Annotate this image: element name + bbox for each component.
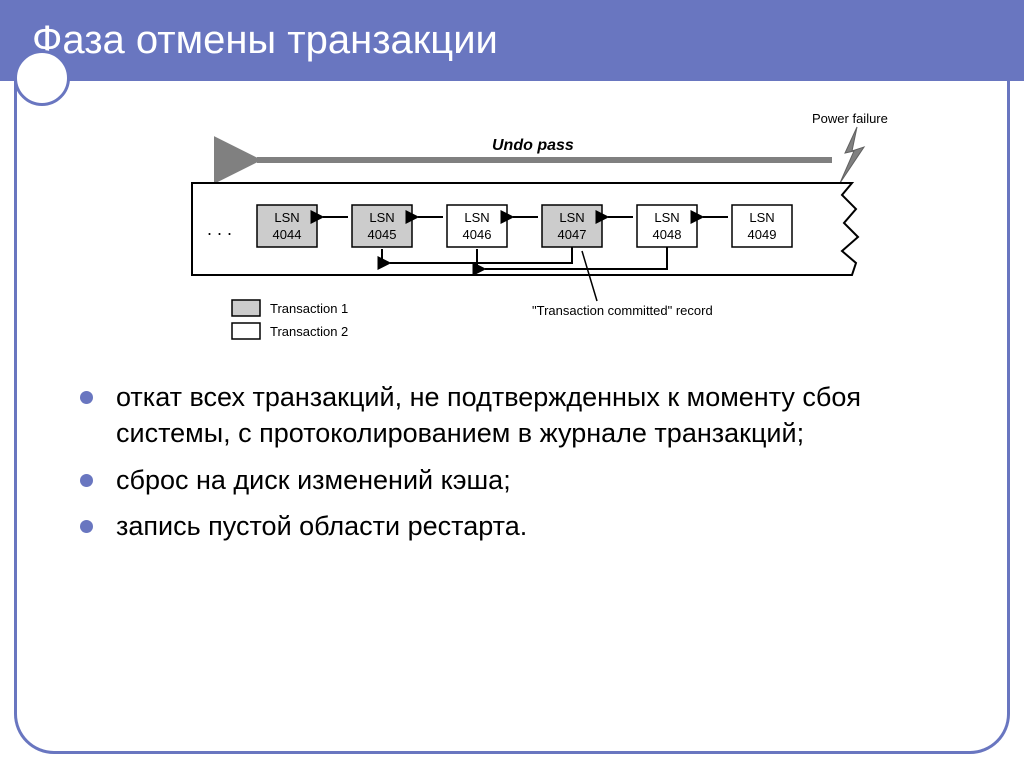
undo-pass-diagram: Power failure Undo pass . . . LSN 4044 LSN 404…	[152, 105, 892, 355]
svg-text:4048: 4048	[653, 227, 682, 242]
svg-text:. . .: . . .	[207, 219, 232, 239]
svg-text:LSN: LSN	[749, 210, 774, 225]
svg-text:LSN: LSN	[369, 210, 394, 225]
svg-text:4049: 4049	[748, 227, 777, 242]
slide-title: Фаза отмены транзакции	[32, 18, 498, 62]
svg-text:LSN: LSN	[274, 210, 299, 225]
bullet-list: откат всех транзакций, не подтвержденных…	[80, 379, 964, 545]
svg-text:LSN: LSN	[654, 210, 679, 225]
svg-text:4044: 4044	[273, 227, 302, 242]
svg-text:4045: 4045	[368, 227, 397, 242]
slide-header: Фаза отмены транзакции	[0, 0, 1024, 81]
svg-text:LSN: LSN	[464, 210, 489, 225]
bullet-item: запись пустой области рестарта.	[80, 508, 964, 544]
svg-text:Undo pass: Undo pass	[492, 137, 574, 154]
svg-text:"Transaction committed" record: "Transaction committed" record	[532, 303, 713, 318]
bullet-item: откат всех транзакций, не подтвержденных…	[80, 379, 964, 452]
svg-text:4046: 4046	[463, 227, 492, 242]
svg-text:LSN: LSN	[559, 210, 584, 225]
svg-text:Transaction 2: Transaction 2	[270, 324, 348, 339]
slide-content: Power failure Undo pass . . . LSN 4044 LSN 404…	[0, 81, 1024, 575]
svg-text:4047: 4047	[558, 227, 587, 242]
svg-text:Power failure: Power failure	[812, 111, 888, 126]
bullet-item: сброс на диск изменений кэша;	[80, 462, 964, 498]
svg-text:Transaction 1: Transaction 1	[270, 301, 348, 316]
